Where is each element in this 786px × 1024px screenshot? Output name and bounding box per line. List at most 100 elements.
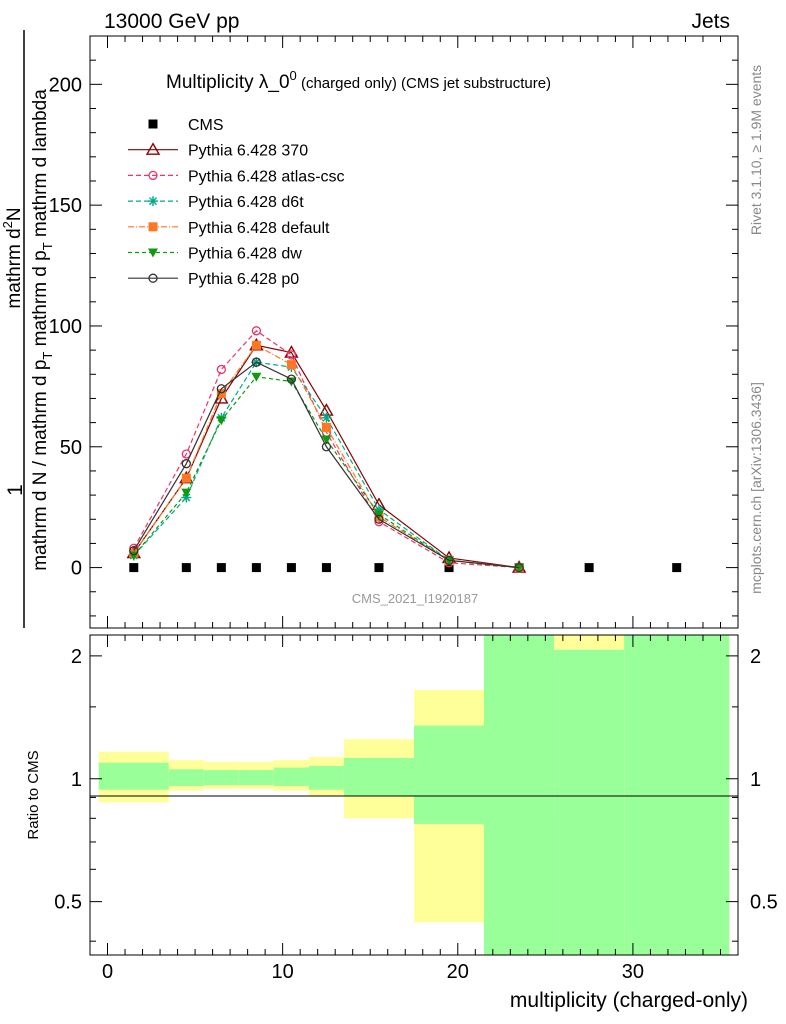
data-point [514,562,524,573]
main-plot-panel: 0 50 100 150 200 CMS_2021_I1920187 Multiplic… [49,35,739,629]
data-point [672,563,682,573]
series-2 [129,326,524,573]
data-point [251,340,261,350]
data-point [286,374,297,384]
legend-entry: Pythia 6.428 p0 [128,271,299,288]
data-point [216,563,226,573]
ratio-band-green [203,770,239,786]
main-ytick-label: 200 [49,74,82,96]
ratio-ytick-label: 2 [71,646,82,668]
ratio-band-green [484,635,555,955]
main-ytick-label: 0 [71,558,82,580]
ratio-band-green [554,649,625,955]
legend-label: Pythia 6.428 370 [188,143,308,160]
ratio-plot-panel: 0.5 0.5 1 1 2 2 0 10 20 30 Ratio to CMS multipli… [25,634,778,1012]
ratio-bands [98,635,730,955]
data-point [148,222,158,232]
series-4 [129,340,524,573]
ratio-ytick-label: 0.5 [54,892,82,914]
legend-label: Pythia 6.428 atlas-csc [188,168,345,185]
legend-label: CMS [188,117,224,134]
data-point [374,514,384,524]
main-ylabel-top: 1 [4,484,27,496]
data-point [181,563,191,573]
header-right-label: Jets [691,10,730,33]
rivet-label: Rivet 3.1.10, ≥ 1.9M events [748,65,764,235]
legend: CMS Pythia 6.428 370 Pythia 6.428 atlas-cs… [128,117,345,288]
data-point [145,142,161,155]
main-ytick-label: 100 [49,316,82,338]
data-point [444,555,454,565]
data-point [216,416,227,426]
ratio-band-green [168,769,204,786]
chart-title: Multiplicity λ_00 (charged only) (CMS je… [166,68,551,93]
data-point [514,563,525,573]
ratio-y-tick-labels: 0.5 0.5 1 1 2 2 [54,646,778,914]
series-line [133,361,520,569]
data-point [129,563,139,573]
series-line [133,344,520,569]
data-point [444,563,454,573]
data-point [286,377,297,387]
main-y-tick-labels: 0 50 100 150 200 [49,74,82,579]
ratio-band-green [414,725,485,824]
series-line [133,329,520,569]
legend-entry: CMS [148,117,224,134]
data-point [181,473,191,483]
ratio-band-green [308,765,344,790]
legend-label: Pythia 6.428 default [188,220,330,237]
data-point [148,196,158,207]
data-point [251,326,262,336]
data-point [251,372,262,382]
legend-label: Pythia 6.428 dw [188,246,302,263]
data-point [148,170,158,181]
legend-entry: Pythia 6.428 dw [128,246,302,263]
main-series-group [126,326,682,573]
watermark: CMS_2021_I1920187 [352,591,479,606]
data-point [251,563,261,573]
series-line [133,344,520,569]
data-point [321,412,332,423]
mcplots-label: mcplots.cern.ch [arXiv:1306.3436] [748,382,764,594]
data-point [129,546,139,556]
data-point [216,389,226,399]
ratio-y-label: Ratio to CMS [25,750,42,839]
ratio-ytick-label-right: 1 [750,769,761,791]
x-tick-label: 10 [272,961,294,983]
main-plot-frame [89,35,739,629]
data-point [286,563,296,573]
ratio-band-green [343,757,414,797]
series-3 [128,357,525,573]
main-ytick-label: 150 [49,195,82,217]
ratio-band-green [624,635,730,955]
legend-entry: Pythia 6.428 d6t [128,194,304,211]
series-5 [128,372,525,573]
data-point [181,488,192,498]
main-ylabel-denominator: mathrm d N / mathrm d pT mathrm d pT mat… [30,89,55,571]
legend-entry: Pythia 6.428 atlas-csc [128,168,345,185]
ratio-ytick-label-right: 0.5 [750,892,778,914]
data-point [216,364,227,375]
legend-label: Pythia 6.428 d6t [188,194,304,211]
ratio-ytick-label-right: 2 [750,646,761,668]
ratio-plot-frame [89,634,739,956]
data-point [374,563,384,573]
main-ytick-label: 50 [60,437,82,459]
data-point [321,435,332,445]
data-point [148,119,158,129]
data-point [373,504,384,515]
data-point [286,350,297,360]
ratio-band-green [238,770,274,786]
data-point [181,459,191,469]
data-point [148,273,158,283]
x-axis-label: multiplicity (charged-only) [510,989,748,1012]
ratio-ytick-label: 1 [71,769,82,791]
data-point [251,357,262,367]
data-point [321,422,331,432]
legend-entry: Pythia 6.428 default [128,220,330,237]
ratio-band-green [98,762,169,790]
main-axis-ticks [89,35,739,628]
data-point [148,248,158,258]
ratio-band-green [273,767,309,786]
